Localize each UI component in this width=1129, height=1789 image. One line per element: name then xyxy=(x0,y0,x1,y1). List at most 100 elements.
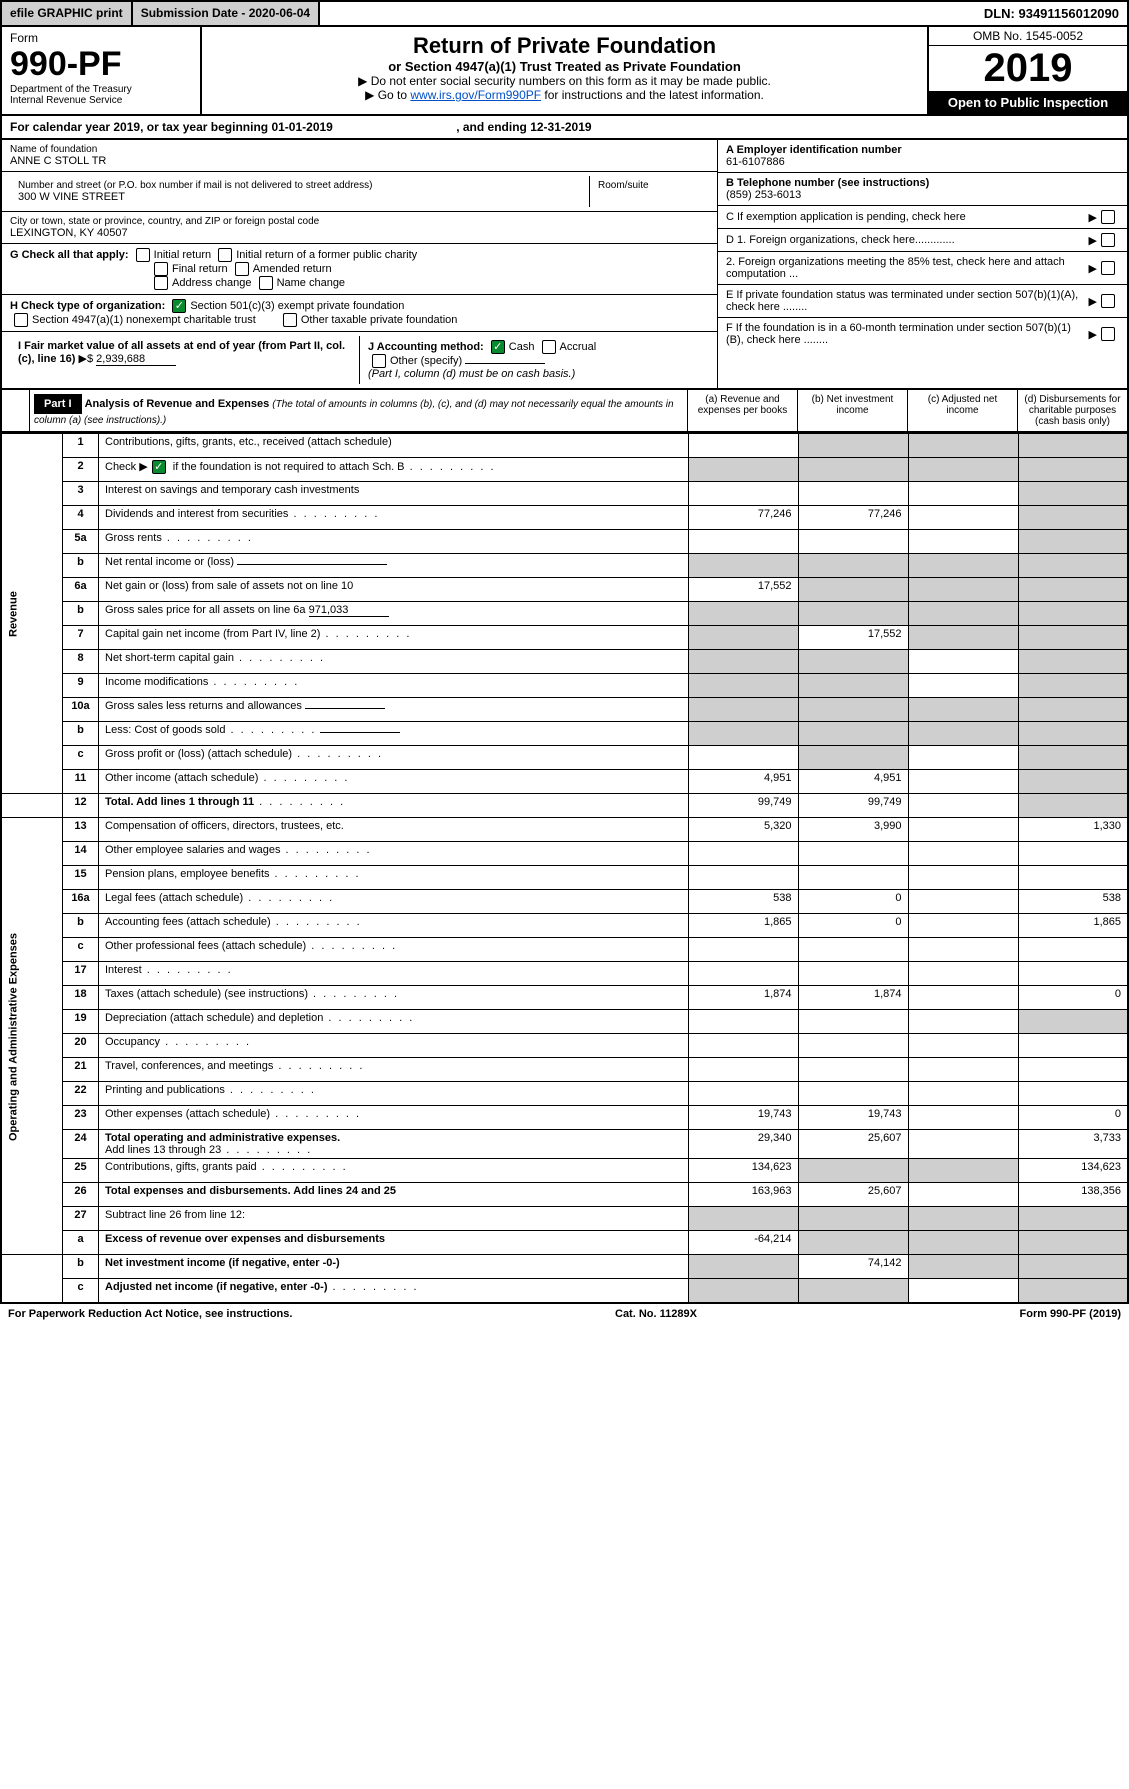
row-16c: cOther professional fees (attach schedul… xyxy=(1,938,1128,962)
form-label: Form xyxy=(10,31,192,45)
ein-value: 61-6107886 xyxy=(726,156,785,168)
ck-foreign-org[interactable] xyxy=(1101,233,1115,247)
ck-final-return[interactable] xyxy=(154,262,168,276)
cat-no: Cat. No. 11289X xyxy=(615,1308,697,1320)
ck-address-change[interactable] xyxy=(154,276,168,290)
row-21: 21Travel, conferences, and meetings xyxy=(1,1058,1128,1082)
form-title: Return of Private Foundation xyxy=(208,33,921,59)
row-27a: aExcess of revenue over expenses and dis… xyxy=(1,1231,1128,1255)
ck-foreign-85[interactable] xyxy=(1101,261,1115,275)
form-header: Form 990-PF Department of the Treasury I… xyxy=(0,27,1129,116)
row-12: 12Total. Add lines 1 through 1199,74999,… xyxy=(1,794,1128,818)
row-24: 24Total operating and administrative exp… xyxy=(1,1130,1128,1159)
ck-other-method[interactable] xyxy=(372,354,386,368)
submission-date: Submission Date - 2020-06-04 xyxy=(133,2,320,25)
row-6b: bGross sales price for all assets on lin… xyxy=(1,602,1128,626)
ck-501c3[interactable] xyxy=(172,299,186,313)
phone-value: (859) 253-6013 xyxy=(726,189,801,201)
tax-year: 2019 xyxy=(929,46,1127,91)
row-9: 9Income modifications xyxy=(1,674,1128,698)
form-ref: Form 990-PF (2019) xyxy=(1020,1308,1121,1320)
row-5a: 5aGross rents xyxy=(1,530,1128,554)
expenses-vlabel: Operating and Administrative Expenses xyxy=(1,818,63,1255)
phone-label: B Telephone number (see instructions) xyxy=(726,177,929,189)
row-7: 7Capital gain net income (from Part IV, … xyxy=(1,626,1128,650)
ck-amended-return[interactable] xyxy=(235,262,249,276)
revenue-vlabel: Revenue xyxy=(1,434,63,794)
d2-foreign85: 2. Foreign organizations meeting the 85%… xyxy=(726,256,1089,280)
irs-link[interactable]: www.irs.gov/Form990PF xyxy=(410,88,541,102)
ck-exemption-pending[interactable] xyxy=(1101,210,1115,224)
h-label: H Check type of organization: xyxy=(10,300,165,312)
row-26: 26Total expenses and disbursements. Add … xyxy=(1,1183,1128,1207)
open-inspection: Open to Public Inspection xyxy=(929,91,1127,114)
ck-no-schB[interactable] xyxy=(152,460,166,474)
addr-label: Number and street (or P.O. box number if… xyxy=(18,180,581,191)
ck-60month[interactable] xyxy=(1101,327,1115,341)
part1-bar: Part I xyxy=(34,394,82,414)
instr-line1: ▶ Do not enter social security numbers o… xyxy=(208,74,921,88)
col-a-head: (a) Revenue and expenses per books xyxy=(687,390,797,431)
c-exemption: C If exemption application is pending, c… xyxy=(726,211,966,223)
foundation-name: ANNE C STOLL TR xyxy=(10,155,709,167)
paperwork-notice: For Paperwork Reduction Act Notice, see … xyxy=(8,1308,292,1320)
row-3: 3Interest on savings and temporary cash … xyxy=(1,482,1128,506)
instr-line2: ▶ Go to www.irs.gov/Form990PF for instru… xyxy=(208,88,921,102)
j-label: J Accounting method: xyxy=(368,341,484,353)
row-23: 23Other expenses (attach schedule)19,743… xyxy=(1,1106,1128,1130)
part1-title: Analysis of Revenue and Expenses xyxy=(85,398,270,410)
irs-label: Internal Revenue Service xyxy=(10,95,192,106)
ck-other-taxable[interactable] xyxy=(283,313,297,327)
col-d-head: (d) Disbursements for charitable purpose… xyxy=(1017,390,1127,431)
ck-initial-former[interactable] xyxy=(218,248,232,262)
row-25: 25Contributions, gifts, grants paid134,6… xyxy=(1,1159,1128,1183)
row-27: 27Subtract line 26 from line 12: xyxy=(1,1207,1128,1231)
row-10a: 10aGross sales less returns and allowanc… xyxy=(1,698,1128,722)
city-state-zip: LEXINGTON, KY 40507 xyxy=(10,227,709,239)
row-10b: bLess: Cost of goods sold xyxy=(1,722,1128,746)
row-19: 19Depreciation (attach schedule) and dep… xyxy=(1,1010,1128,1034)
row-22: 22Printing and publications xyxy=(1,1082,1128,1106)
calendar-year-line: For calendar year 2019, or tax year begi… xyxy=(0,116,1129,140)
top-bar: efile GRAPHIC print Submission Date - 20… xyxy=(0,0,1129,27)
row-13: Operating and Administrative Expenses 13… xyxy=(1,818,1128,842)
f-60month: F If the foundation is in a 60-month ter… xyxy=(726,322,1089,346)
row-10c: cGross profit or (loss) (attach schedule… xyxy=(1,746,1128,770)
row-27c: cAdjusted net income (if negative, enter… xyxy=(1,1279,1128,1303)
efile-print-btn[interactable]: efile GRAPHIC print xyxy=(2,2,133,25)
row-17: 17Interest xyxy=(1,962,1128,986)
city-label: City or town, state or province, country… xyxy=(10,216,709,227)
row-8: 8Net short-term capital gain xyxy=(1,650,1128,674)
street-address: 300 W VINE STREET xyxy=(18,191,581,203)
j-note: (Part I, column (d) must be on cash basi… xyxy=(368,368,575,380)
ck-status-terminated[interactable] xyxy=(1101,294,1115,308)
room-label: Room/suite xyxy=(598,180,701,191)
ck-name-change[interactable] xyxy=(259,276,273,290)
row-6a: 6aNet gain or (loss) from sale of assets… xyxy=(1,578,1128,602)
dln: DLN: 93491156012090 xyxy=(976,2,1127,25)
col-c-head: (c) Adjusted net income xyxy=(907,390,1017,431)
dept-treasury: Department of the Treasury xyxy=(10,84,192,95)
name-label: Name of foundation xyxy=(10,144,709,155)
e-terminated: E If private foundation status was termi… xyxy=(726,289,1089,313)
row-16b: bAccounting fees (attach schedule)1,8650… xyxy=(1,914,1128,938)
col-b-head: (b) Net investment income xyxy=(797,390,907,431)
row-4: 4Dividends and interest from securities7… xyxy=(1,506,1128,530)
ck-initial-return[interactable] xyxy=(136,248,150,262)
row-15: 15Pension plans, employee benefits xyxy=(1,866,1128,890)
ck-4947a1[interactable] xyxy=(14,313,28,327)
ck-accrual[interactable] xyxy=(542,340,556,354)
row-27b: bNet investment income (if negative, ent… xyxy=(1,1255,1128,1279)
d1-foreign: D 1. Foreign organizations, check here..… xyxy=(726,234,955,246)
omb-number: OMB No. 1545-0052 xyxy=(929,27,1127,46)
analysis-table: Revenue 1Contributions, gifts, grants, e… xyxy=(0,433,1129,1304)
row-20: 20Occupancy xyxy=(1,1034,1128,1058)
i-label: I Fair market value of all assets at end… xyxy=(18,340,345,365)
row-16a: 16aLegal fees (attach schedule)5380538 xyxy=(1,890,1128,914)
part1-header: Part I Analysis of Revenue and Expenses … xyxy=(0,390,1129,433)
row-18: 18Taxes (attach schedule) (see instructi… xyxy=(1,986,1128,1010)
row-5b: bNet rental income or (loss) xyxy=(1,554,1128,578)
row-14: 14Other employee salaries and wages xyxy=(1,842,1128,866)
ck-cash[interactable] xyxy=(491,340,505,354)
row-1: Revenue 1Contributions, gifts, grants, e… xyxy=(1,434,1128,458)
